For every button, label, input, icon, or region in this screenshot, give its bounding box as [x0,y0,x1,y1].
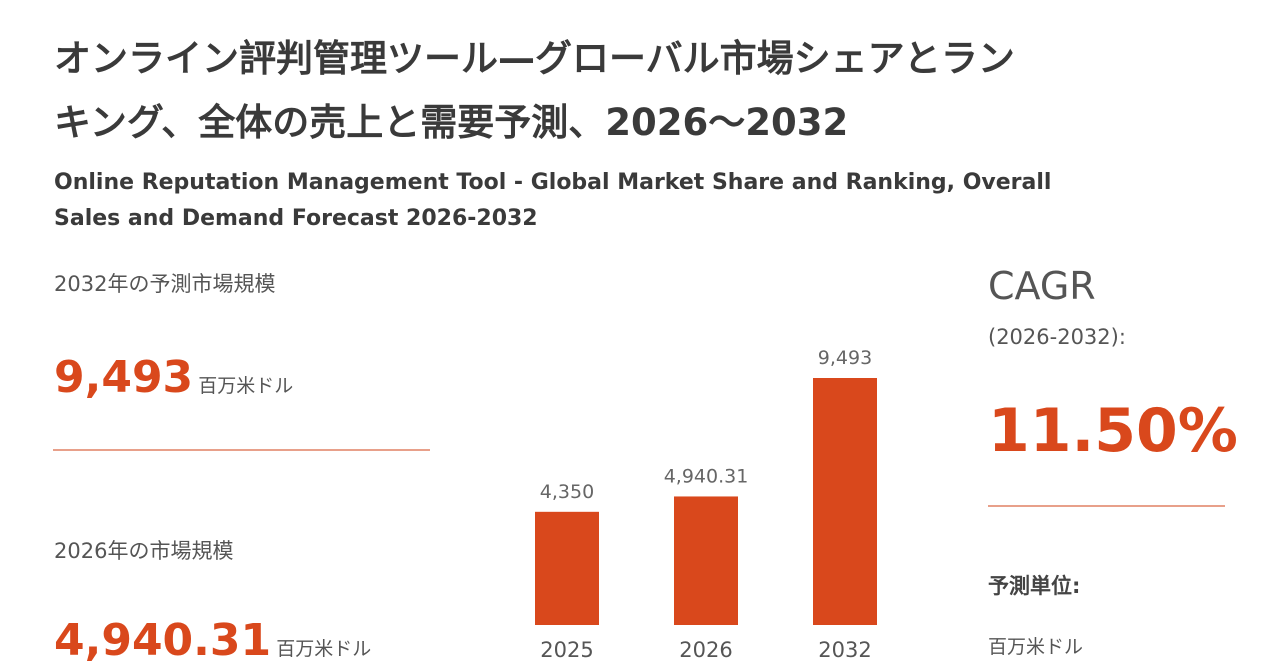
subtitle: Sales and Demand Forecast 2026-2032 [54,206,538,231]
chart: 4,350 2025 4,940.31 2026 9,493 2032 [535,347,877,662]
unit-value: 百万米ドル [988,636,1084,658]
current-unit: 百万米ドル [276,638,372,660]
title: キング、全体の売上と需要予測、2026～2032 [54,101,849,144]
bar [535,511,599,625]
x-tick-label: 2025 [540,638,593,662]
value-label: 4,350 [540,481,594,503]
forecast-label: 2032年の予測市場規模 [54,272,276,296]
x-tick-label: 2032 [818,638,871,662]
divider [53,449,430,451]
subtitle: Online Reputation Management Tool - Glob… [54,170,1052,195]
x-tick-label: 2026 [679,638,732,662]
current-value: 4,940.31 [54,615,272,666]
value-label: 9,493 [818,347,872,369]
current-row: 4,940.31 百万米ドル [54,615,371,666]
value-label: 4,940.31 [664,465,749,487]
forecast-row: 9,493 百万米ドル [54,352,293,403]
divider [988,505,1225,507]
forecast-unit: 百万米ドル [198,375,294,397]
cagr-value: 11.50% [988,396,1238,466]
title: オンライン評判管理ツール—グローバル市場シェアとラン [54,37,1015,80]
current-label: 2026年の市場規模 [54,539,234,563]
bar [674,496,738,625]
cagr-period: (2026-2032): [988,325,1126,349]
cagr-label: CAGR [988,264,1096,308]
unit-label: 予測単位: [988,574,1081,598]
bar [813,378,877,625]
forecast-value: 9,493 [54,352,194,403]
